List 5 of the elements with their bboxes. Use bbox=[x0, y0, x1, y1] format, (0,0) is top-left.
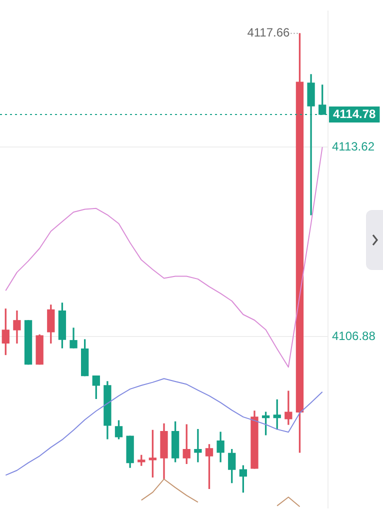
y-tick-label: 4113.62 bbox=[332, 139, 375, 154]
annotation: 4117.66 bbox=[247, 26, 290, 40]
candlestick bbox=[194, 428, 202, 462]
ref-line-label: 4114.78 bbox=[333, 106, 376, 121]
y-tick-label: 4106.88 bbox=[332, 329, 376, 344]
